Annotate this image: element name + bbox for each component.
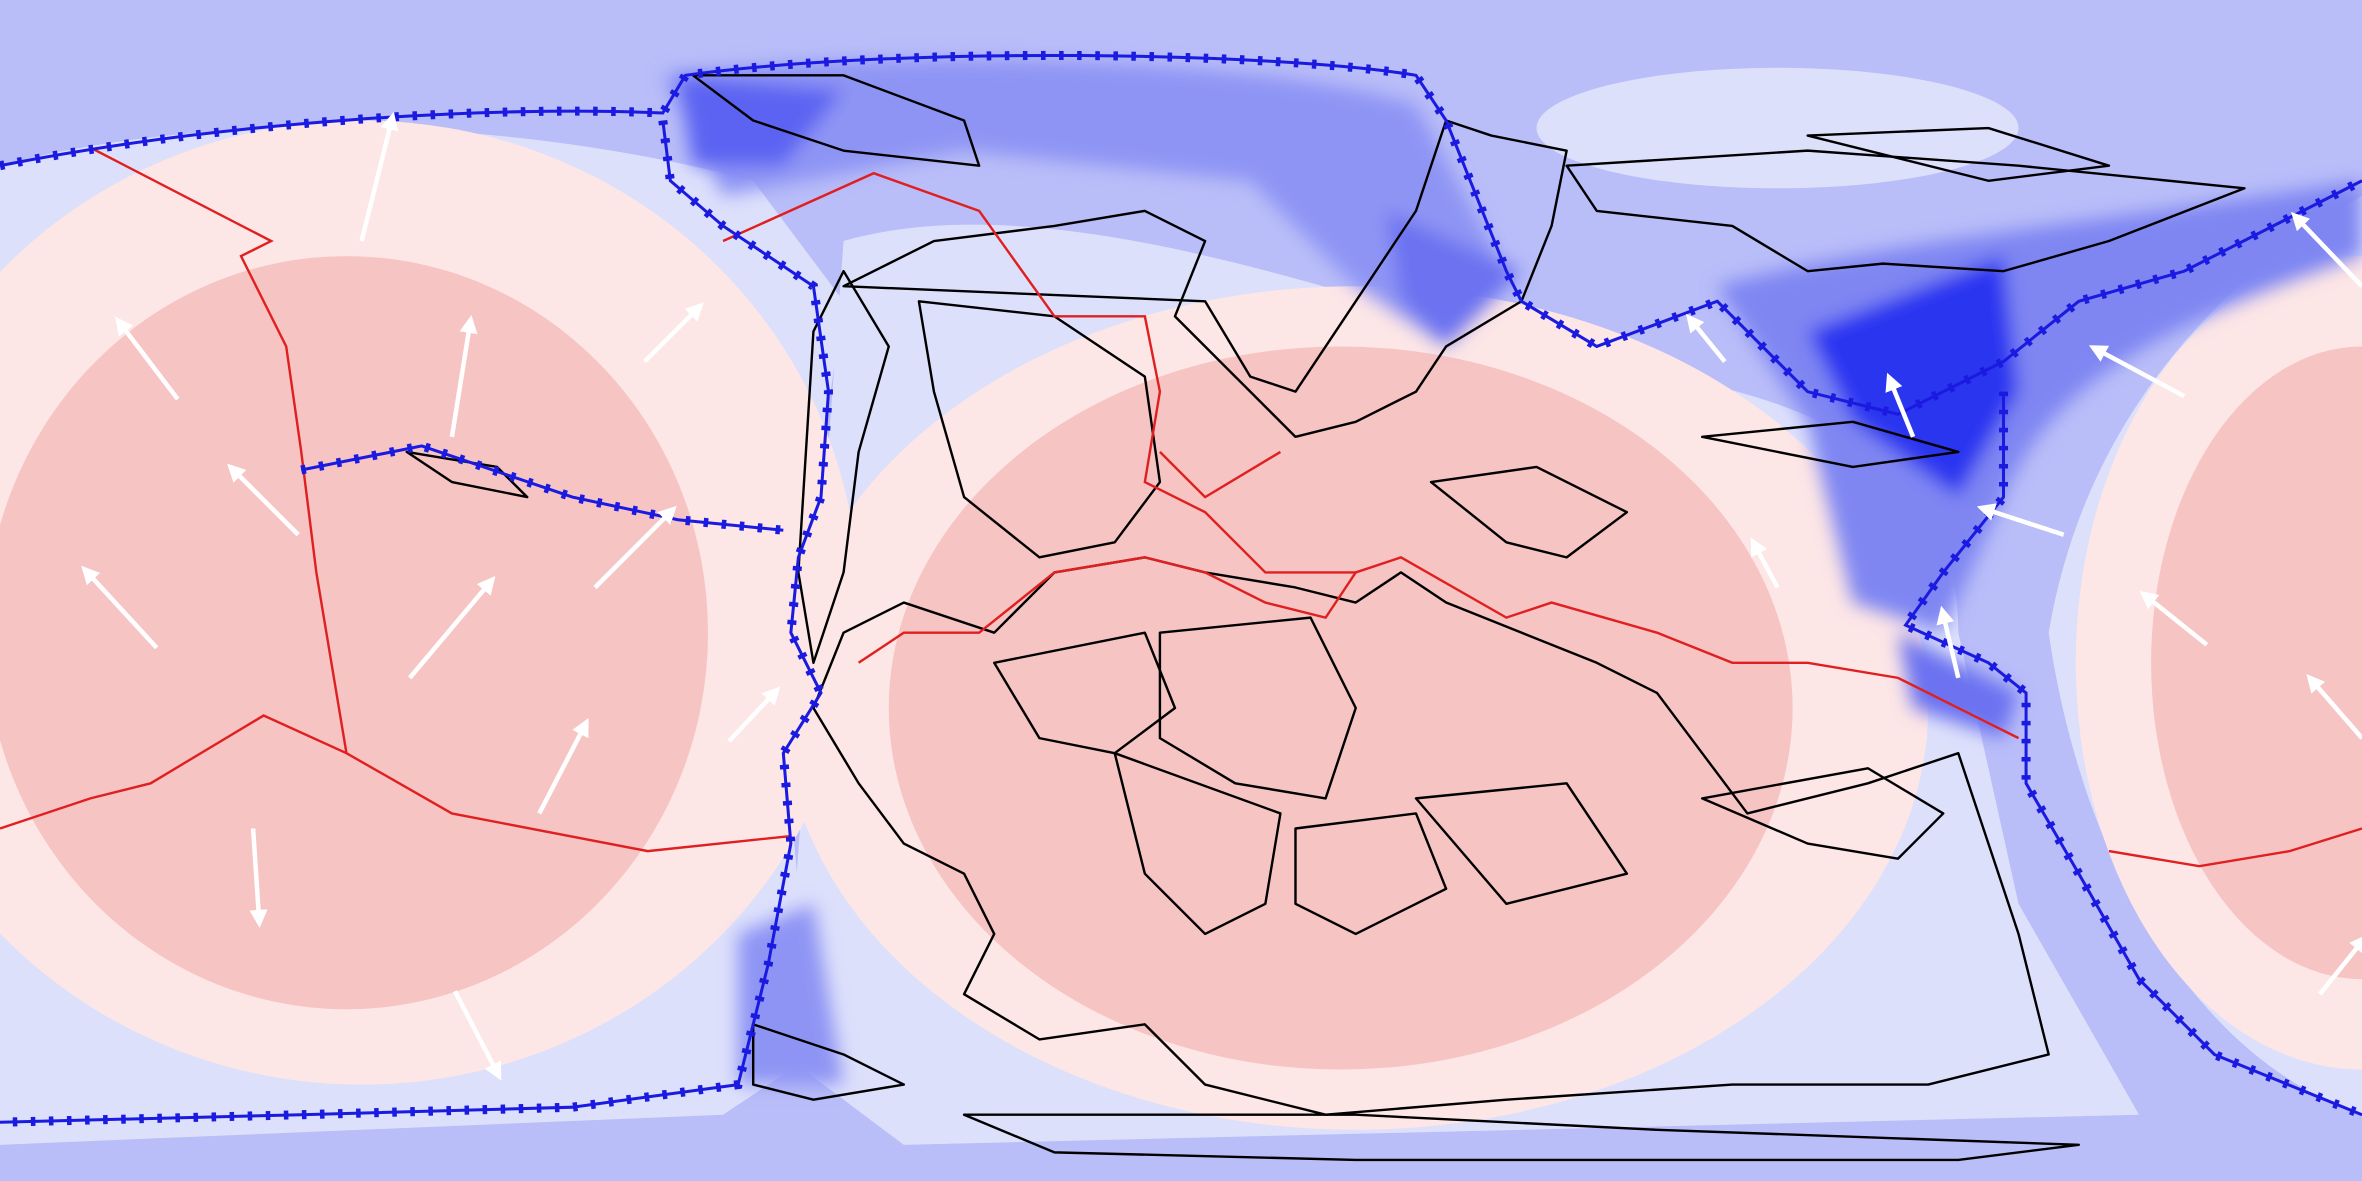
plate-motion-arrows <box>81 111 2362 1081</box>
coastlines <box>405 74 2246 1162</box>
ridges <box>0 146 2362 868</box>
subduction-zones <box>0 50 2362 1127</box>
